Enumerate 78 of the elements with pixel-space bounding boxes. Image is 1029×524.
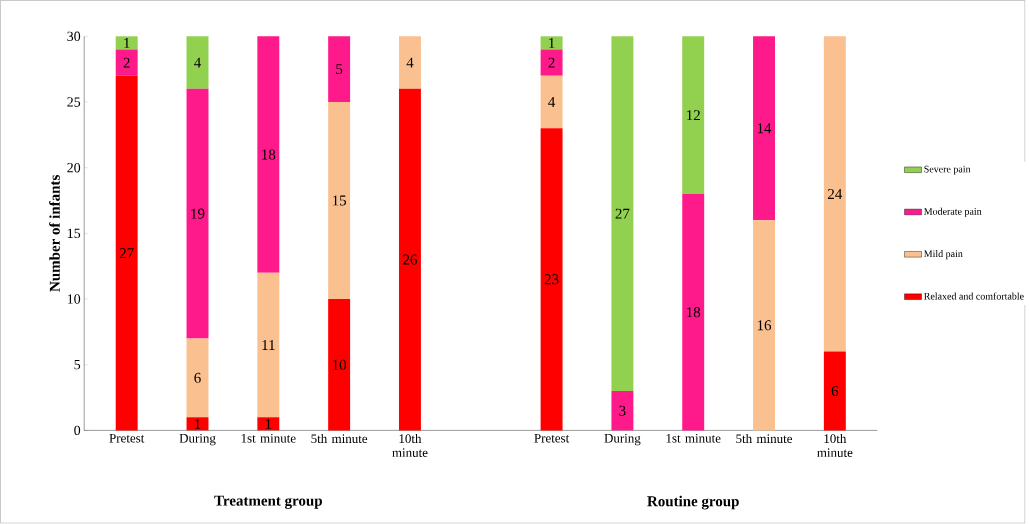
data-label: 4 xyxy=(194,57,202,68)
data-label: 27 xyxy=(119,248,134,259)
bar xyxy=(611,391,634,431)
x-tick-label: During xyxy=(179,434,216,446)
data-label: 10 xyxy=(332,359,347,370)
bar xyxy=(398,89,421,431)
data-label: 3 xyxy=(619,405,626,416)
text: Routine group xyxy=(647,495,739,510)
y-tick-label: 30 xyxy=(67,31,81,42)
bar xyxy=(682,36,705,195)
data-label: 6 xyxy=(831,386,839,397)
bar xyxy=(328,299,351,431)
bar xyxy=(257,272,280,418)
x-tick-label: Pretest xyxy=(109,434,145,443)
data-label: 4 xyxy=(406,57,414,68)
data-label: 16 xyxy=(757,320,772,331)
legend-label: Moderate pain xyxy=(924,207,982,218)
bar xyxy=(611,36,634,392)
x-tick-label: 1st minute xyxy=(241,434,296,443)
bar xyxy=(540,128,563,431)
bar xyxy=(115,49,138,76)
data-label: 1 xyxy=(549,38,555,49)
bar xyxy=(186,338,209,418)
data-label: 1 xyxy=(124,38,130,49)
y-tick-label: 10 xyxy=(67,294,81,304)
bar xyxy=(823,36,846,352)
data-label: 27 xyxy=(615,208,630,219)
bar xyxy=(753,220,775,431)
data-label: 14 xyxy=(757,123,772,134)
y-axis-title: Number of infants xyxy=(49,175,60,292)
data-label: 1 xyxy=(265,419,272,429)
x-tick-label: 1st minute xyxy=(666,434,721,443)
x-tick-label: During xyxy=(604,434,641,446)
x-tick-label: 10th minute xyxy=(817,434,853,458)
bar xyxy=(115,36,138,50)
text: Treatment group xyxy=(214,495,322,510)
data-label: 2 xyxy=(548,57,555,68)
bar xyxy=(540,36,563,50)
bar xyxy=(328,102,351,300)
data-label: 1 xyxy=(195,419,201,429)
bar xyxy=(328,36,351,103)
data-label: 15 xyxy=(332,195,347,206)
y-tick-label: 25 xyxy=(67,97,81,107)
legend-label: Severe pain xyxy=(924,165,971,175)
bar xyxy=(257,417,280,431)
bar xyxy=(682,194,705,431)
x-tick-label: 10th minute xyxy=(392,434,428,458)
data-label: 24 xyxy=(828,189,843,200)
data-label: 11 xyxy=(262,340,275,351)
y-tick-label: 15 xyxy=(67,228,81,239)
x-tick-label: 5th minute xyxy=(736,434,793,444)
bar xyxy=(753,36,775,221)
y-tick-label: 0 xyxy=(74,425,81,436)
bar xyxy=(257,36,280,273)
bar xyxy=(186,36,209,90)
data-label: 4 xyxy=(548,97,556,108)
bar xyxy=(186,417,209,431)
legend-label: Relaxed and comfortable xyxy=(924,292,1024,300)
data-label: 2 xyxy=(123,57,130,68)
data-label: 19 xyxy=(191,208,205,219)
x-tick-label: 5th minute xyxy=(311,434,368,444)
x-tick-label: Pretest xyxy=(534,434,570,443)
data-label: 18 xyxy=(262,149,276,160)
y-tick-label: 20 xyxy=(67,163,81,173)
data-label: 18 xyxy=(687,307,701,318)
data-label: 12 xyxy=(687,110,700,121)
bar xyxy=(186,89,209,339)
y-tick-label: 5 xyxy=(74,360,81,370)
bar xyxy=(398,36,421,90)
data-label: 23 xyxy=(544,274,559,285)
bar xyxy=(823,351,846,431)
data-label: 26 xyxy=(403,254,417,265)
data-label: 5 xyxy=(336,64,343,75)
data-label: 6 xyxy=(194,373,201,384)
bar xyxy=(540,49,563,76)
bar xyxy=(115,75,138,431)
bar xyxy=(540,75,563,129)
legend-label: Mild pain xyxy=(924,250,963,260)
